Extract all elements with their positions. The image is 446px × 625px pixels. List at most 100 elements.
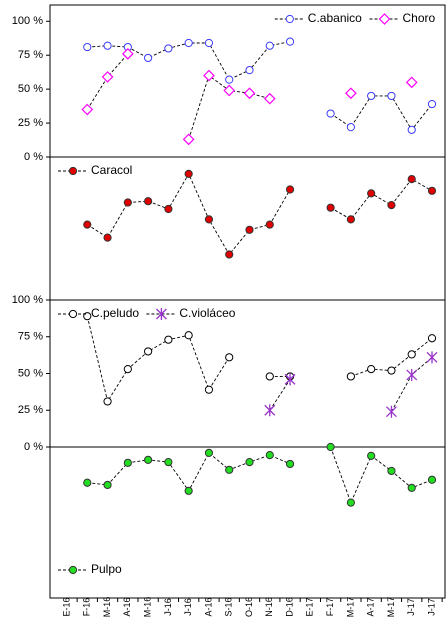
- marker: [367, 91, 376, 101]
- marker: [203, 69, 215, 82]
- marker: [164, 458, 173, 467]
- marker: [103, 233, 112, 242]
- x-tick-label: A-16: [122, 597, 132, 616]
- x-tick-label: M-16: [102, 597, 112, 618]
- y-tick-label: 75 %: [18, 49, 43, 61]
- x-tick-label: E-16: [61, 597, 71, 616]
- marker: [326, 109, 335, 118]
- series-line: [86, 316, 433, 403]
- x-tick-label: J-16: [163, 598, 173, 616]
- marker: [83, 478, 92, 487]
- marker: [123, 458, 132, 467]
- marker: [326, 442, 335, 452]
- x-tick-label: D-16: [284, 597, 294, 617]
- marker: [184, 331, 193, 340]
- marker: [346, 498, 355, 507]
- legend-marker: [68, 565, 78, 575]
- legend-label: Caracol: [91, 163, 132, 177]
- y-tick-label: 100 %: [12, 294, 43, 306]
- marker: [385, 405, 397, 418]
- marker: [182, 133, 195, 146]
- x-tick-label: F-17: [325, 598, 335, 617]
- marker: [184, 38, 193, 48]
- marker: [426, 351, 438, 364]
- marker: [407, 125, 416, 134]
- marker: [103, 41, 112, 50]
- marker: [367, 189, 376, 198]
- y-tick-label: 25 %: [18, 404, 43, 416]
- x-tick-label: M-17: [345, 597, 355, 618]
- x-tick-label: J-17: [406, 598, 416, 616]
- marker: [285, 459, 295, 469]
- marker: [405, 76, 418, 89]
- marker: [184, 486, 193, 495]
- series-line: [87, 172, 433, 256]
- legend-marker: [285, 14, 294, 24]
- x-tick-label: J-16: [183, 598, 193, 616]
- marker: [245, 458, 254, 467]
- legend-marker: [68, 309, 78, 319]
- marker: [164, 44, 173, 53]
- x-tick-label: F-16: [82, 598, 92, 617]
- marker: [387, 201, 396, 210]
- marker: [427, 186, 437, 195]
- legend-label: C.violáceo: [179, 306, 235, 320]
- marker: [204, 448, 214, 457]
- marker: [144, 197, 153, 206]
- marker: [223, 84, 236, 97]
- marker: [407, 175, 416, 184]
- panel-frame: [49, 446, 446, 599]
- marker: [123, 364, 132, 374]
- marker: [387, 366, 396, 375]
- marker: [103, 480, 112, 490]
- y-tick-label: 75 %: [18, 331, 43, 343]
- marker: [243, 87, 256, 100]
- marker: [101, 71, 114, 83]
- series-line: [87, 446, 433, 504]
- marker: [103, 397, 112, 406]
- legend-label: Pulpo: [91, 562, 122, 576]
- marker: [265, 451, 274, 460]
- marker: [284, 373, 296, 386]
- x-tick-label: M-16: [142, 597, 152, 618]
- marker: [263, 92, 276, 105]
- x-tick-label: E-17: [305, 597, 315, 616]
- marker: [427, 475, 437, 484]
- legend-marker: [155, 308, 167, 320]
- marker: [204, 38, 214, 48]
- marker: [346, 372, 355, 381]
- legend-label: Choro: [403, 11, 436, 25]
- legend-marker: [68, 166, 78, 176]
- x-tick-label: M-17: [386, 597, 396, 618]
- legend-label: C.peludo: [91, 306, 139, 320]
- x-tick-label: N-16: [264, 597, 274, 617]
- marker: [83, 220, 92, 229]
- y-tick-label: 25 %: [18, 117, 43, 129]
- marker: [387, 91, 396, 101]
- marker: [164, 204, 173, 214]
- y-tick-label: 0 %: [24, 441, 43, 453]
- marker: [245, 225, 254, 234]
- marker: [144, 53, 153, 63]
- marker: [345, 87, 357, 100]
- marker: [184, 169, 193, 178]
- marker: [427, 334, 437, 343]
- marker: [121, 48, 134, 60]
- marker: [164, 335, 173, 344]
- marker: [204, 215, 214, 224]
- x-tick-label: O-16: [244, 597, 254, 617]
- y-tick-label: 50 %: [18, 83, 43, 95]
- marker: [144, 347, 153, 356]
- marker: [225, 353, 234, 362]
- marker: [427, 99, 437, 109]
- legend-marker: [378, 13, 391, 25]
- marker: [367, 451, 376, 460]
- marker: [144, 455, 153, 464]
- x-tick-label: A-17: [366, 597, 376, 616]
- marker: [406, 368, 418, 381]
- marker: [367, 364, 376, 374]
- marker: [346, 123, 355, 132]
- legend-label: C.abanico: [308, 11, 362, 25]
